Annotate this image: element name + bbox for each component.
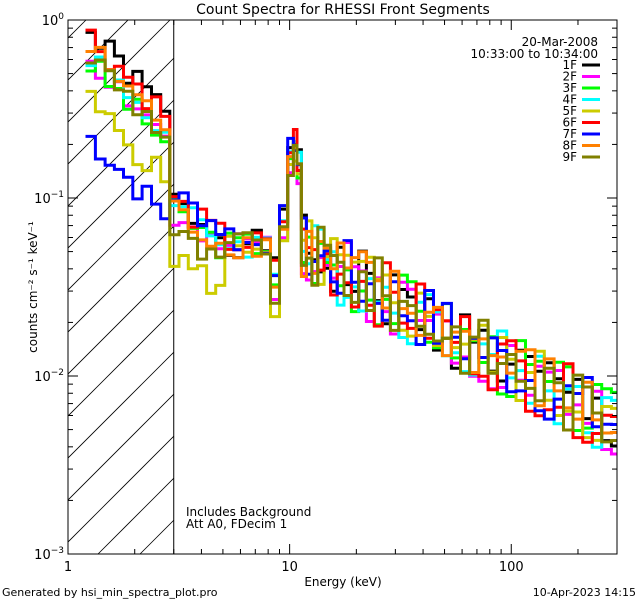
x-axis-label: Energy (keV) xyxy=(304,575,381,589)
y-tick-label: 100 xyxy=(42,12,65,29)
legend-label: 3F xyxy=(562,81,577,95)
series-5f xyxy=(85,89,617,442)
plot-frame xyxy=(67,19,618,555)
legend-label: 4F xyxy=(562,93,577,107)
hatch-line xyxy=(68,20,255,207)
series-6f xyxy=(85,28,617,444)
note-background: Includes Background xyxy=(186,505,311,519)
series-3f xyxy=(85,59,617,432)
spectra-series xyxy=(85,28,617,456)
chart-title: Count Spectra for RHESSI Front Segments xyxy=(196,2,490,18)
y-tick-base: 10 xyxy=(34,548,51,563)
footer-generated-by: Generated by hsi_min_spectra_plot.pro xyxy=(2,586,218,599)
y-tick-base: 10 xyxy=(34,192,51,207)
excluded-energy-region xyxy=(0,20,617,554)
y-tick-base: 10 xyxy=(34,370,51,385)
y-tick-exponent: −2 xyxy=(51,368,64,378)
y-tick-label: 10−1 xyxy=(34,190,64,207)
legend-label: 9F xyxy=(562,150,577,164)
y-tick-exponent: −1 xyxy=(51,190,64,200)
legend-label: 5F xyxy=(562,104,577,118)
observation-time-range: 10:33:00 to 10:34:00 xyxy=(471,47,598,61)
legend-label: 2F xyxy=(562,70,577,84)
hatch-line xyxy=(68,20,171,123)
y-axis-label: counts cm⁻² s⁻¹ keV⁻¹ xyxy=(26,221,40,353)
x-tick-label: 10 xyxy=(281,560,298,575)
hatch-line xyxy=(68,20,129,81)
x-tick-label: 100 xyxy=(499,560,524,575)
hatch-line xyxy=(0,20,2,554)
hatch-mask xyxy=(173,20,617,554)
footer-timestamp: 10-Apr-2023 14:15 xyxy=(533,586,636,599)
y-tick-exponent: 0 xyxy=(58,12,64,22)
series-9f xyxy=(85,58,617,444)
hatch-line xyxy=(68,20,87,39)
legend-label: 8F xyxy=(562,139,577,153)
y-tick-label: 10−3 xyxy=(34,546,64,563)
y-tick-label: 10−2 xyxy=(34,368,64,385)
y-tick-base: 10 xyxy=(42,14,59,29)
series-7f xyxy=(85,134,617,429)
observation-date: 20-Mar-2008 xyxy=(522,35,598,49)
series-4f xyxy=(85,55,617,449)
legend-label: 7F xyxy=(562,127,577,141)
series-8f xyxy=(85,45,617,435)
y-tick-exponent: −3 xyxy=(51,546,64,556)
legend-label: 1F xyxy=(562,58,577,72)
x-tick-label: 1 xyxy=(64,560,72,575)
note-attenuator: Att A0, FDecim 1 xyxy=(186,517,287,531)
legend-label: 6F xyxy=(562,116,577,130)
